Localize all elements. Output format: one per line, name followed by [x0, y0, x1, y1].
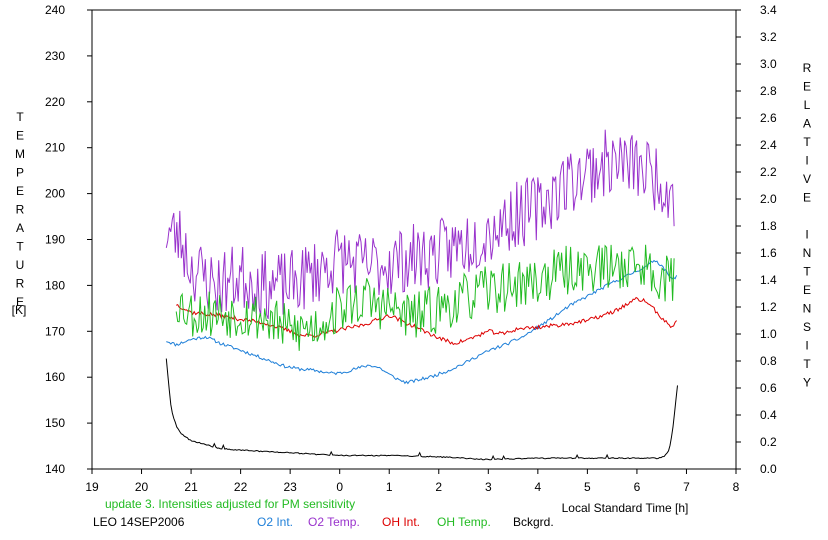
series-line-oh-temp — [175, 244, 675, 351]
y-right-tick-label: 0.0 — [760, 462, 777, 476]
y-right-axis: 0.0 0.2 0.4 0.6 0.8 1.0 1.2 1.4 1.6 1.8 2.0 2.2 2.4 2… — [736, 3, 777, 476]
y-right-tick-label: 3.4 — [760, 3, 777, 17]
y-left-tick-label: 170 — [45, 324, 65, 338]
y-right-tick-label: 2.0 — [760, 192, 777, 206]
y-right-title-letter: A — [803, 117, 811, 131]
y-right-tick-label: 2.8 — [760, 84, 777, 98]
y-right-tick-label: 2.2 — [760, 165, 777, 179]
y-right-tick-label: 1.6 — [760, 246, 777, 260]
legend: O2 Int. O2 Temp. OH Int. OH Temp. Bckgrd… — [257, 515, 554, 529]
x-tick-label: 0 — [336, 480, 343, 494]
series-line-o2-int — [166, 259, 678, 385]
y-left-tick-label: 200 — [45, 187, 65, 201]
y-left-title-letter: U — [16, 258, 25, 272]
x-tick-label: 1 — [386, 480, 393, 494]
y-right-title-letter: I — [805, 154, 808, 168]
x-tick-label: 20 — [135, 480, 149, 494]
y-left-tick-label: 140 — [45, 462, 65, 476]
y-right-title-letter: E — [803, 80, 811, 94]
y-right-tick-label: 0.2 — [760, 435, 777, 449]
y-left-tick-label: 240 — [45, 3, 65, 17]
y-left-tick-label: 210 — [45, 141, 65, 155]
y-right-tick-label: 1.2 — [760, 300, 777, 314]
legend-oh-temp: OH Temp. — [437, 515, 491, 529]
y-right-tick-label: 2.6 — [760, 111, 777, 125]
y-right-title-letter: I — [805, 228, 808, 242]
series-line-oh-int — [175, 296, 677, 346]
y-left-axis: 140 150 160 170 180 190 200 210 220 230 240 — [45, 3, 92, 476]
x-tick-label: 21 — [184, 480, 198, 494]
y-right-title-letter: N — [803, 246, 812, 260]
y-right-tick-label: 3.2 — [760, 30, 777, 44]
y-left-tick-label: 230 — [45, 49, 65, 63]
y-right-title-letter: I — [805, 339, 808, 353]
y-right-title-letter: V — [803, 172, 811, 186]
y-left-title-letter: A — [16, 221, 24, 235]
y-right-tick-label: 2.4 — [760, 138, 777, 152]
x-tick-label: 22 — [234, 480, 248, 494]
x-tick-label: 19 — [85, 480, 99, 494]
y-left-title-letter: R — [16, 203, 25, 217]
y-right-tick-label: 0.6 — [760, 381, 777, 395]
legend-bckgrd: Bckgrd. — [513, 515, 554, 529]
y-right-title-letter: T — [803, 135, 811, 149]
x-tick-label: 23 — [283, 480, 297, 494]
y-left-tick-label: 220 — [45, 95, 65, 109]
y-left-title-letter: T — [16, 240, 24, 254]
y-left-tick-label: 160 — [45, 370, 65, 384]
y-left-title-letter: E — [16, 184, 24, 198]
y-left-title-letter: R — [16, 277, 25, 291]
y-right-tick-label: 1.8 — [760, 219, 777, 233]
y-left-title-letter: E — [16, 129, 24, 143]
x-tick-label: 7 — [683, 480, 690, 494]
y-right-title-letter: Y — [803, 376, 811, 390]
y-left-tick-label: 150 — [45, 416, 65, 430]
y-right-title-letter: T — [803, 357, 811, 371]
y-right-title-letter: N — [803, 302, 812, 316]
y-right-tick-label: 1.4 — [760, 273, 777, 287]
y-right-tick-label: 1.0 — [760, 327, 777, 341]
y-right-title-letter: S — [803, 320, 811, 334]
series-line-bckgrd — [165, 358, 678, 461]
y-left-title-letter: P — [16, 166, 24, 180]
y-left-tick-label: 190 — [45, 233, 65, 247]
y-right-tick-label: 3.0 — [760, 57, 777, 71]
y-right-title-letter: E — [803, 191, 811, 205]
series-lines — [165, 129, 678, 461]
x-tick-label: 5 — [584, 480, 591, 494]
legend-o2-temp: O2 Temp. — [308, 515, 360, 529]
y-right-title-letter: E — [803, 283, 811, 297]
y-left-title-letter: M — [15, 147, 25, 161]
y-left-tick-label: 180 — [45, 278, 65, 292]
y-right-tick-label: 0.8 — [760, 354, 777, 368]
x-tick-label: 6 — [634, 480, 641, 494]
legend-o2-int: O2 Int. — [257, 515, 293, 529]
series-line-o2-temp — [165, 129, 675, 320]
y-right-tick-label: 0.4 — [760, 408, 777, 422]
station-date: LEO 14SEP2006 — [93, 515, 185, 529]
y-right-title-letter: T — [803, 265, 811, 279]
legend-oh-int: OH Int. — [382, 515, 420, 529]
x-axis: 19 20 21 22 23 0 1 2 3 4 5 6 7 8 — [85, 469, 740, 494]
x-tick-label: 2 — [435, 480, 442, 494]
update-note: update 3. Intensities adjusted for PM se… — [105, 497, 355, 511]
x-axis-label: Local Standard Time [h] — [562, 501, 689, 515]
x-tick-label: 3 — [485, 480, 492, 494]
x-tick-label: 8 — [733, 480, 740, 494]
y-left-title-letter: T — [16, 110, 24, 124]
y-left-unit: [K] — [12, 303, 27, 317]
y-right-title-letter: R — [803, 61, 812, 75]
x-tick-label: 4 — [535, 480, 542, 494]
y-left-title-letter: E — [16, 295, 24, 309]
y-right-title-letter: L — [804, 98, 811, 112]
